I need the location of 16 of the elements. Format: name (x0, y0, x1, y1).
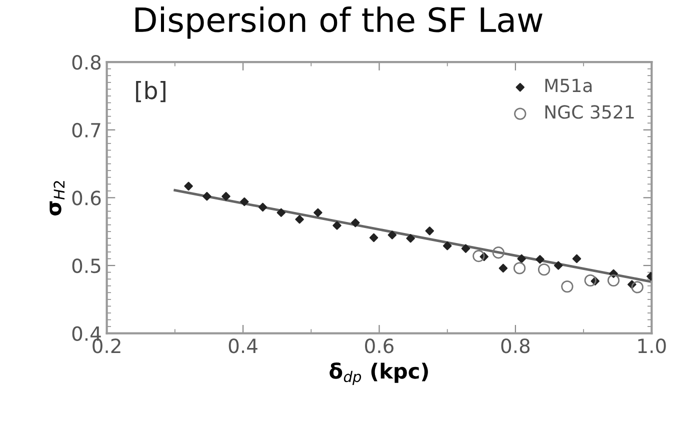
y-axis-title: σ$_{H2}$ (50, 181, 64, 216)
y-tick-label: 0.4 (72, 326, 101, 341)
y-tick-label: 0.5 (72, 258, 100, 274)
legend-label: M51a (545, 78, 592, 92)
x-axis-title: δ$_{dp}$ (kpc) (330, 362, 428, 385)
x-tick-label: 0.6 (365, 338, 394, 354)
chart-title: Dispersion of the SF Law (135, 6, 542, 39)
x-tick-label: 1.0 (638, 338, 666, 354)
legend-label: NGC 3521 (545, 105, 634, 119)
y-tick-label: 0.7 (72, 122, 100, 138)
x-tick-label: 0.2 (92, 338, 120, 354)
x-tick-label: 0.8 (501, 338, 530, 354)
y-tick-label: 0.8 (72, 55, 101, 70)
annotation: [b] (136, 81, 166, 102)
y-tick-label: 0.6 (72, 190, 101, 206)
x-tick-label: 0.4 (228, 338, 258, 354)
